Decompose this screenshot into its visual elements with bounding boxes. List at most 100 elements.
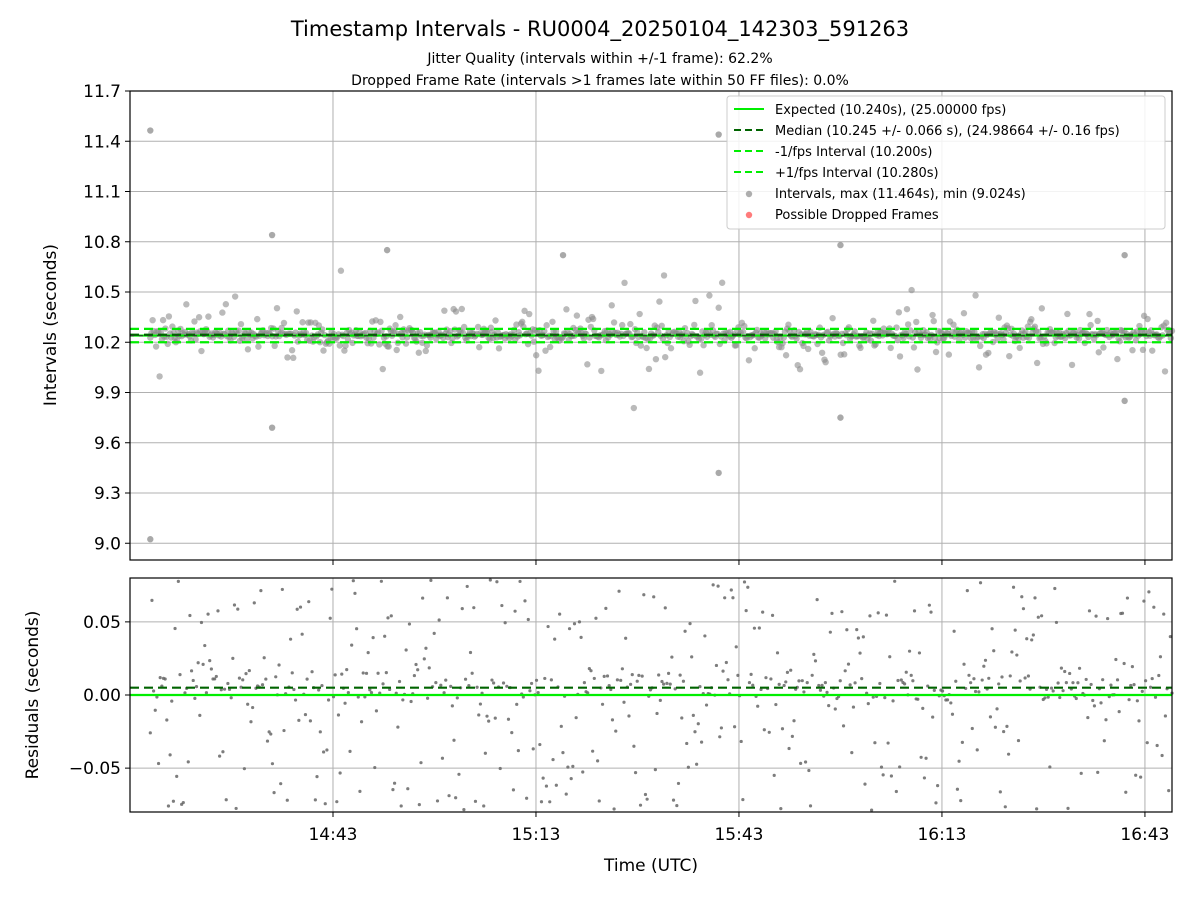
residual-point: [237, 676, 242, 680]
interval-point: [584, 361, 591, 368]
residual-point: [752, 626, 757, 630]
residual-point: [1157, 673, 1161, 678]
residual-point: [280, 587, 284, 592]
residual-point: [802, 690, 806, 694]
interval-point: [706, 292, 713, 299]
interval-point: [198, 347, 205, 355]
residual-point: [594, 616, 598, 620]
residual-point: [840, 610, 844, 614]
residual-point: [586, 691, 590, 695]
residual-point: [591, 749, 595, 753]
intervals-y-tick-label: 9.0: [94, 534, 121, 554]
residual-point: [724, 660, 728, 665]
residual-point: [846, 662, 851, 666]
residual-point: [224, 798, 228, 802]
residual-point: [1120, 611, 1125, 615]
residual-point: [993, 725, 997, 729]
residual-point: [1124, 790, 1128, 794]
residual-point: [678, 673, 682, 677]
residual-point: [789, 668, 793, 672]
interval-point: [800, 342, 807, 350]
intervals-y-tick-label: 9.9: [94, 384, 121, 404]
interval-point: [913, 318, 920, 326]
residual-point: [171, 799, 176, 803]
residual-point: [246, 702, 250, 706]
residual-point: [803, 760, 808, 764]
residual-point: [404, 648, 408, 652]
residual-point: [285, 798, 289, 802]
residual-point: [358, 789, 362, 793]
residual-point: [244, 672, 248, 676]
residual-point: [525, 796, 529, 800]
residual-point: [528, 689, 532, 693]
interval-point: [237, 320, 245, 328]
interval-point: [563, 306, 570, 313]
residual-point: [264, 677, 268, 681]
interval-point: [627, 320, 634, 328]
residual-point: [391, 788, 395, 792]
residual-point: [379, 579, 383, 583]
residual-point: [936, 784, 940, 788]
residual-point: [785, 670, 790, 675]
residual-point: [698, 685, 702, 689]
legend: Expected (10.240s), (25.00000 fps) Media…: [726, 95, 1166, 230]
residual-point: [916, 697, 920, 701]
residual-point: [1101, 678, 1105, 682]
residual-point: [624, 636, 628, 640]
residual-point: [1162, 612, 1166, 616]
residual-point: [1091, 698, 1095, 703]
residual-point: [764, 676, 768, 680]
interval-point: [822, 358, 829, 366]
residual-point: [386, 616, 390, 620]
residual-point: [955, 787, 960, 791]
residual-point: [242, 767, 246, 771]
residual-point: [658, 698, 662, 702]
residual-point: [348, 749, 352, 753]
residual-point: [1006, 752, 1011, 756]
residual-point: [602, 674, 606, 678]
residuals-y-tick-label: 0.05: [83, 613, 121, 633]
residual-point: [1071, 681, 1075, 685]
residual-point: [1076, 681, 1080, 685]
residual-point: [505, 684, 509, 688]
interval-point: [929, 311, 936, 319]
residual-point: [234, 806, 238, 811]
residual-point: [703, 634, 707, 638]
interval-point: [191, 318, 198, 325]
residual-point: [774, 702, 778, 707]
residual-point: [574, 716, 578, 720]
interval-point: [1068, 361, 1076, 369]
residual-point: [381, 682, 385, 686]
residual-point: [622, 700, 626, 704]
residual-point: [384, 671, 388, 675]
interval-outlier-point: [147, 127, 154, 134]
residual-point: [629, 682, 633, 686]
intervals-y-tick-label: 9.6: [94, 434, 121, 454]
residual-point: [869, 808, 874, 812]
residual-point: [685, 741, 689, 746]
residual-point: [927, 603, 931, 607]
residual-point: [181, 800, 185, 805]
residual-point: [770, 613, 775, 617]
residual-point: [297, 718, 301, 722]
residual-point: [886, 741, 890, 745]
residual-point: [739, 739, 743, 744]
residual-point: [1114, 657, 1118, 662]
residual-point: [439, 683, 443, 687]
residual-point: [536, 691, 540, 695]
residual-point: [619, 678, 623, 682]
residual-point: [731, 596, 735, 600]
residual-point: [541, 776, 545, 780]
residual-point: [617, 589, 621, 593]
residual-point: [850, 751, 854, 755]
residual-point: [772, 773, 776, 777]
residual-point: [1018, 679, 1022, 683]
residual-point: [156, 761, 161, 766]
residual-point: [973, 689, 978, 694]
residual-point: [252, 601, 256, 605]
interval-point: [870, 317, 877, 324]
interval-point: [718, 279, 726, 286]
interval-point: [1038, 305, 1046, 312]
residual-point: [239, 685, 243, 689]
residual-point: [945, 698, 950, 702]
